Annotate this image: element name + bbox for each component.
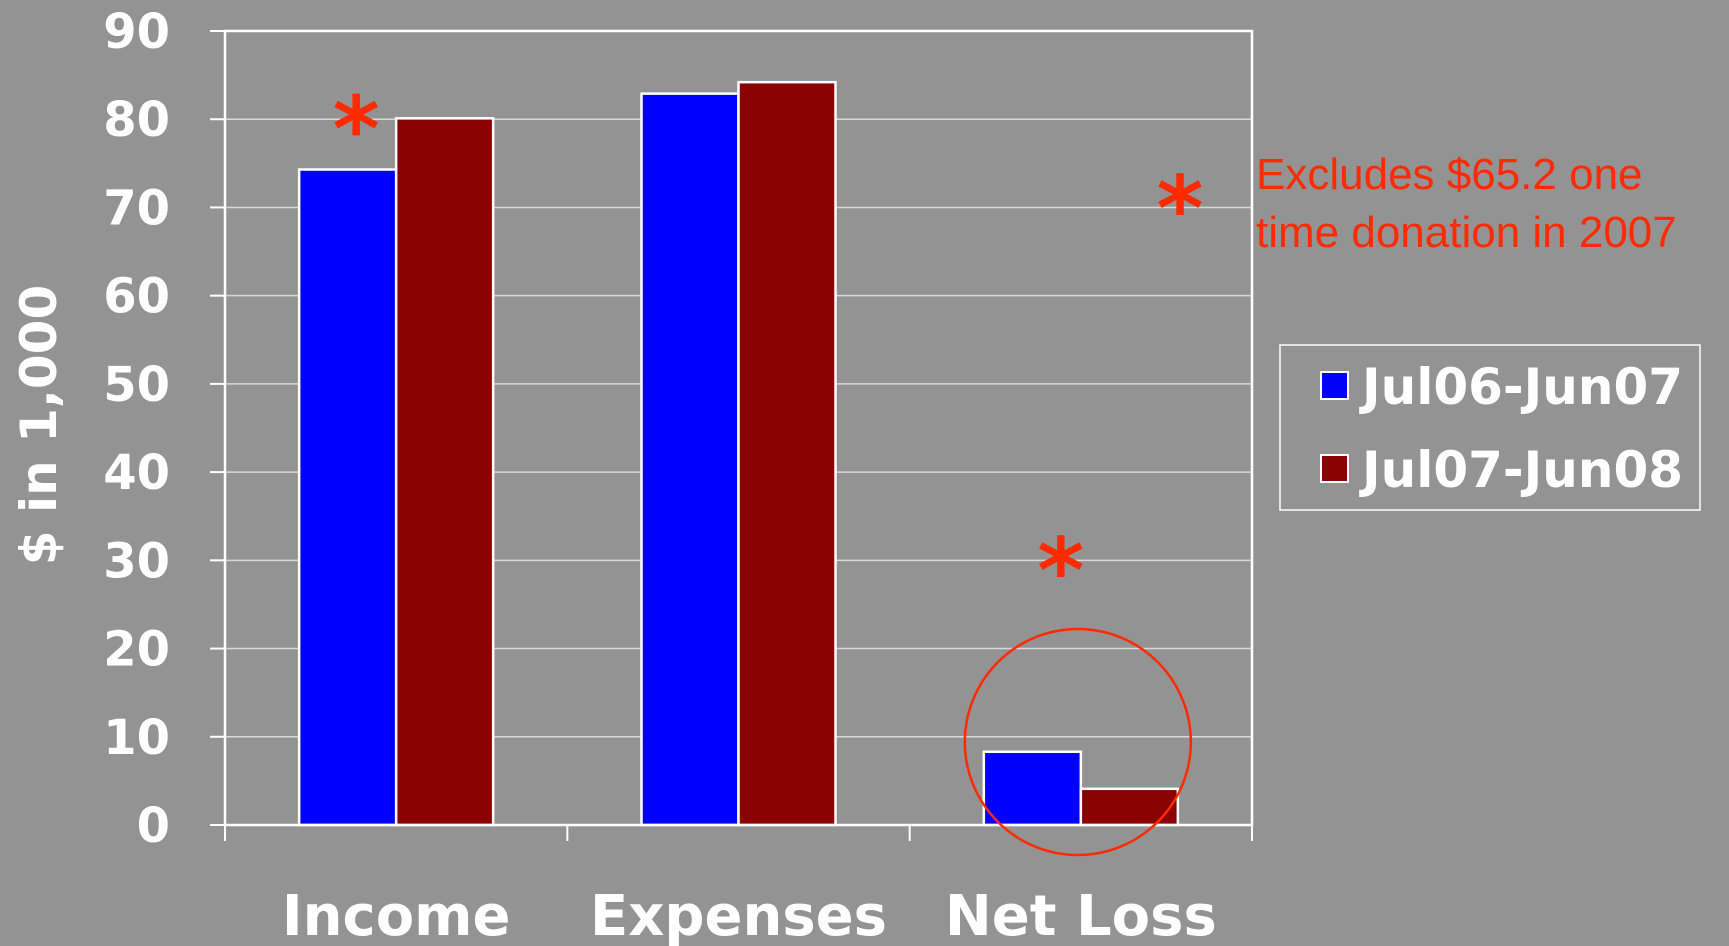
bar-income-series-2 — [394, 117, 495, 827]
x-category-label: Expenses — [590, 884, 887, 946]
y-tick-label: 20 — [103, 622, 170, 678]
y-tick-label: 40 — [103, 445, 170, 501]
y-tick-label: 80 — [103, 92, 170, 148]
asterisk-mark: * — [333, 77, 380, 182]
bar-income-series-1 — [297, 168, 398, 827]
y-tick-label: 90 — [103, 4, 170, 60]
y-tick-label: 10 — [103, 710, 170, 766]
x-category-label: Income — [282, 884, 511, 946]
legend-swatch-series-1 — [1320, 371, 1349, 400]
y-tick-label: 70 — [103, 180, 170, 236]
bar-net-loss-series-1 — [982, 750, 1083, 827]
x-category-labels: Income Expenses Net Loss — [282, 884, 1217, 946]
asterisk-mark: * — [1037, 519, 1084, 624]
y-tick-label: 60 — [103, 269, 170, 325]
legend: Jul06-Jun07 Jul07-Jun08 — [1279, 344, 1701, 511]
legend-label-series-2: Jul07-Jun08 — [1359, 441, 1683, 499]
axes — [223, 29, 1254, 841]
footnote-asterisk: * — [1156, 157, 1203, 262]
bar-expenses-series-1 — [640, 92, 740, 827]
legend-swatch-series-2 — [1320, 454, 1349, 483]
footnote: * Excludes $65.2 one time donation in 20… — [1156, 150, 1676, 262]
legend-box — [1279, 344, 1701, 511]
footnote-line-1: Excludes $65.2 one — [1256, 150, 1643, 199]
y-tick-label: 30 — [103, 533, 170, 589]
y-tick-label: 0 — [137, 798, 170, 854]
footnote-line-2: time donation in 2007 — [1256, 208, 1677, 257]
annotation-marks: ** — [333, 77, 1193, 857]
legend-label-series-1: Jul06-Jun07 — [1359, 358, 1683, 416]
plot-frame — [223, 29, 1254, 827]
highlight-circle — [963, 627, 1193, 857]
bars — [297, 80, 1180, 827]
x-category-label: Net Loss — [945, 884, 1217, 946]
y-tick-labels: 0 10 20 30 40 50 60 70 80 90 — [103, 4, 170, 854]
y-axis-label: $ in 1,000 — [10, 285, 68, 566]
bar-net-loss-series-2 — [1079, 787, 1180, 827]
bar-expenses-series-2 — [737, 80, 837, 827]
y-tick-label: 50 — [103, 357, 170, 413]
